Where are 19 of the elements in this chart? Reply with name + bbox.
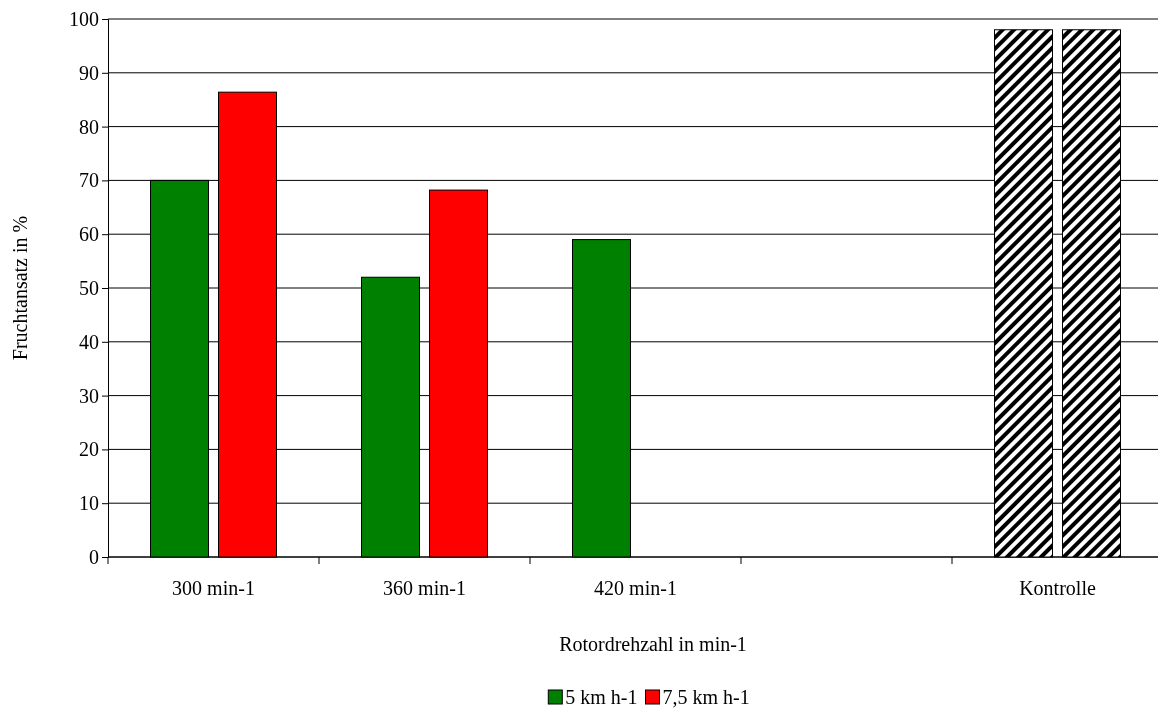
y-tick-label: 70: [79, 169, 99, 192]
y-tick-label: 40: [79, 330, 99, 353]
legend-label: 5 km h-1: [565, 686, 638, 708]
y-tick-label: 60: [79, 223, 99, 246]
x-tick-label: 360 min-1: [383, 577, 466, 600]
x-tick-label: Kontrolle: [1019, 577, 1096, 600]
y-tick-label: 100: [69, 7, 99, 30]
y-tick-label: 30: [79, 384, 99, 407]
x-tick-label: 300 min-1: [172, 577, 255, 600]
x-tick-label: 420 min-1: [594, 577, 677, 600]
y-tick-label: 50: [79, 276, 99, 299]
legend-label: 7,5 km h-1: [662, 686, 750, 708]
x-axis-title: Rotordrehzahl in min-1: [559, 633, 747, 655]
y-tick-label: 80: [79, 115, 99, 138]
y-axis-title: Fruchtansatz in %: [9, 215, 31, 361]
y-tick-label: 10: [79, 492, 99, 515]
y-tick-label: 0: [89, 545, 99, 568]
y-tick-label: 90: [79, 61, 99, 84]
y-tick-label: 20: [79, 438, 99, 461]
